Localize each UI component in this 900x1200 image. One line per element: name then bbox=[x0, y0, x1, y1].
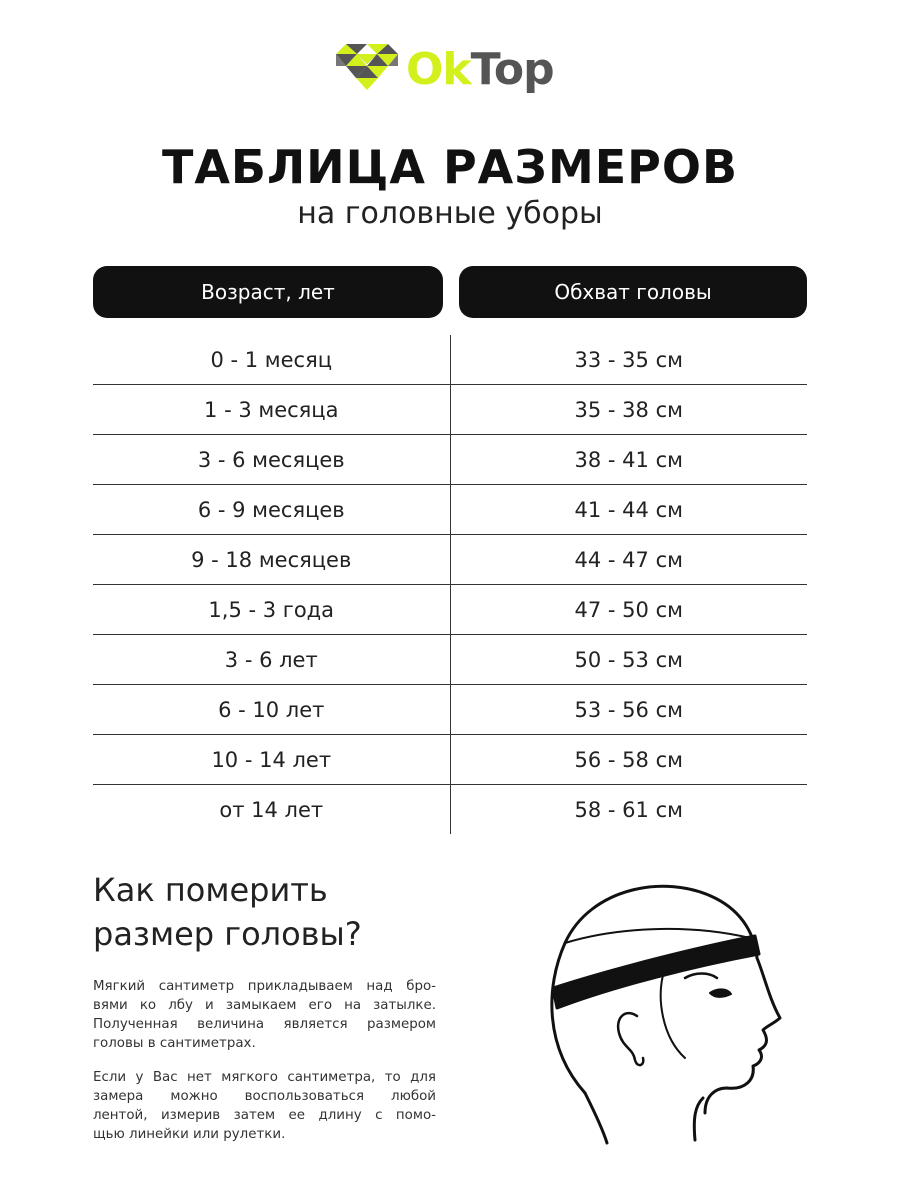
logo-top: Top bbox=[470, 44, 555, 95]
table-row: от 14 лет 58 - 61 см bbox=[93, 785, 807, 834]
logo-heart-icon bbox=[336, 44, 398, 90]
how-to-heading: Как померить размер головы? bbox=[93, 868, 362, 956]
table-row: 10 - 14 лет 56 - 58 см bbox=[93, 735, 807, 785]
age-cell: 10 - 14 лет bbox=[93, 735, 451, 784]
age-cell: 6 - 9 месяцев bbox=[93, 485, 451, 534]
text-line: лентой, измерив затем ее длину с помо- bbox=[93, 1108, 436, 1123]
column-header-head-circumference: Обхват головы bbox=[459, 266, 807, 318]
circumference-cell: 56 - 58 см bbox=[574, 747, 683, 772]
text-line: Если у Вас нет мягкого сантиметра, то дл… bbox=[93, 1070, 436, 1085]
text-line: щью линейки или рулетки. bbox=[93, 1127, 286, 1142]
table-row: 9 - 18 месяцев 44 - 47 см bbox=[93, 535, 807, 585]
text-line: Полученная величина является размером bbox=[93, 1017, 436, 1032]
table-row: 1,5 - 3 года 47 - 50 см bbox=[93, 585, 807, 635]
circumference-cell: 47 - 50 см bbox=[574, 597, 683, 622]
circumference-cell: 53 - 56 см bbox=[574, 697, 683, 722]
how-to-heading-line: размер головы? bbox=[93, 915, 362, 953]
instruction-paragraph-1: Мягкий сантиметр прикладываем над бро- в… bbox=[93, 977, 436, 1053]
age-cell: от 14 лет bbox=[93, 785, 451, 834]
age-cell: 1 - 3 месяца bbox=[93, 385, 451, 434]
circumference-cell: 44 - 47 см bbox=[574, 547, 683, 572]
text-line: Мягкий сантиметр прикладываем над бро- bbox=[93, 979, 436, 994]
table-row: 3 - 6 лет 50 - 53 см bbox=[93, 635, 807, 685]
table-row: 1 - 3 месяца 35 - 38 см bbox=[93, 385, 807, 435]
table-row: 0 - 1 месяц 33 - 35 см bbox=[93, 335, 807, 385]
circumference-cell: 38 - 41 см bbox=[574, 447, 683, 472]
age-cell: 3 - 6 лет bbox=[93, 635, 451, 684]
table-row: 6 - 10 лет 53 - 56 см bbox=[93, 685, 807, 735]
how-to-heading-line: Как померить bbox=[93, 871, 328, 909]
column-header-age: Возраст, лет bbox=[93, 266, 443, 318]
circumference-cell: 50 - 53 см bbox=[574, 647, 683, 672]
circumference-cell: 35 - 38 см bbox=[574, 397, 683, 422]
table-row: 3 - 6 месяцев 38 - 41 см bbox=[93, 435, 807, 485]
age-cell: 3 - 6 месяцев bbox=[93, 435, 451, 484]
instruction-paragraph-2: Если у Вас нет мягкого сантиметра, то дл… bbox=[93, 1068, 436, 1144]
text-line: замера можно воспользоваться любой bbox=[93, 1089, 436, 1104]
text-line: головы в сантиметрах. bbox=[93, 1036, 256, 1051]
logo-ok: Ok bbox=[406, 44, 472, 95]
page-subtitle: на головные уборы bbox=[297, 196, 603, 231]
circumference-cell: 58 - 61 см bbox=[574, 797, 683, 822]
table-row: 6 - 9 месяцев 41 - 44 см bbox=[93, 485, 807, 535]
circumference-cell: 33 - 35 см bbox=[574, 347, 683, 372]
page-title: ТАБЛИЦА РАЗМЕРОВ bbox=[161, 140, 739, 194]
age-cell: 0 - 1 месяц bbox=[93, 335, 451, 384]
circumference-cell: 41 - 44 см bbox=[574, 497, 683, 522]
head-profile-with-measuring-band-icon bbox=[550, 884, 782, 1145]
age-cell: 6 - 10 лет bbox=[93, 685, 451, 734]
logo: OkTop bbox=[336, 44, 555, 96]
age-cell: 9 - 18 месяцев bbox=[93, 535, 451, 584]
size-table: 0 - 1 месяц 33 - 35 см 1 - 3 месяца 35 - 38… bbox=[93, 335, 807, 834]
text-line: вями ко лбу и замыкаем его на затылке. bbox=[93, 998, 436, 1013]
age-cell: 1,5 - 3 года bbox=[93, 585, 451, 634]
